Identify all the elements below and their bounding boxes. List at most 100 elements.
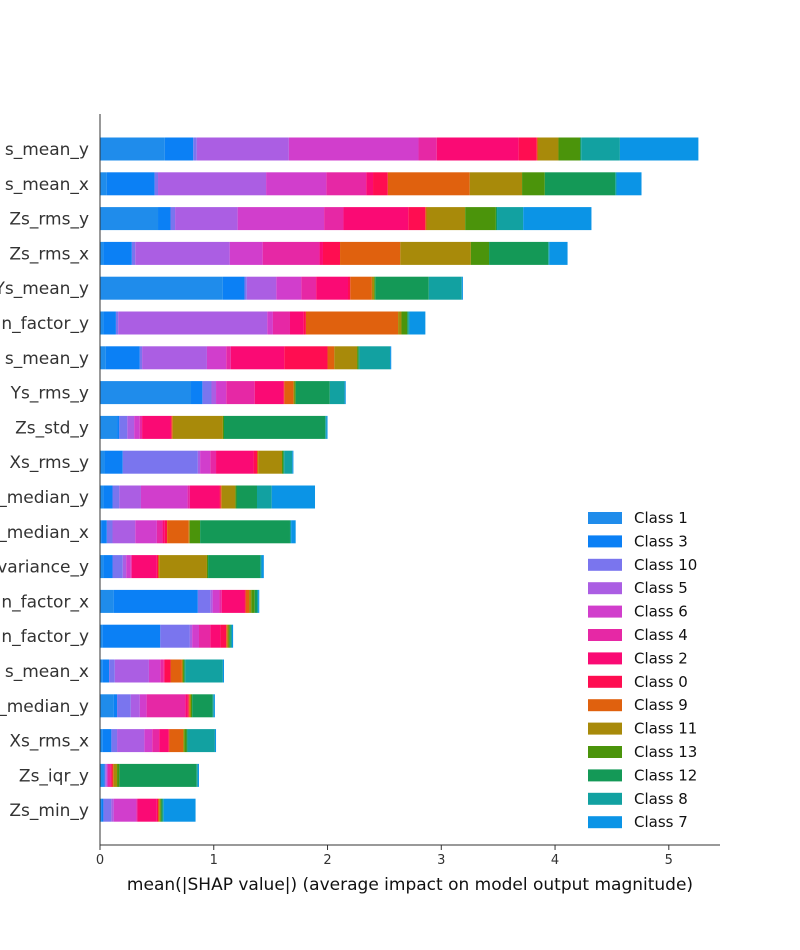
bar-segment-Zs_std_y-class-5 <box>127 415 135 439</box>
y-category-label: _median_y <box>0 697 89 717</box>
bar-segment-n_factor_y-class-0 <box>303 311 306 335</box>
bar-segment-n_factor_x-class-13 <box>251 589 255 613</box>
bar-segment-n_factor_x-class-7 <box>258 589 260 613</box>
bar-segment-Zs_min_y-class-12 <box>161 798 163 822</box>
bar-segment-Zs_std_y-class-2 <box>142 415 171 439</box>
y-category-label: n_factor_y <box>1 314 89 334</box>
y-category-label: Zs_rms_x <box>9 244 89 264</box>
bar-segment-Xs_mean_y-class-11 <box>334 346 358 370</box>
bar-segment-Zs_iqr_y-class-2 <box>110 763 112 787</box>
bar-segment-Zs_median_x-class-9 <box>167 520 189 544</box>
bar-segment-Ys_rms_y-class-8 <box>329 381 345 405</box>
bar-segment-Zs_rms_y-class-5 <box>175 207 238 231</box>
bar-segment-Ys_mean_y-class-12 <box>375 276 429 300</box>
bar-segment-Zs_median_x-class-5 <box>112 520 136 544</box>
bar-segment-Xs_median_y-class-4 <box>146 694 186 718</box>
bar-segment-n_factor_x-class-2 <box>221 589 245 613</box>
bar-segment-Xs_median_y-class-6 <box>139 694 147 718</box>
bar-segment-n_factor_y-class-11 <box>398 311 402 335</box>
legend-label-class-13: Class 13 <box>634 743 697 761</box>
bar-segment-Xs_mean_x-class-0 <box>164 659 171 683</box>
bar-segment-Ys_mean_y-class-5 <box>246 276 277 300</box>
bar-segment-Ys_mean_y-class-0 <box>348 276 351 300</box>
bar-segment-Zs_mean_x-class-6 <box>266 172 327 196</box>
bar-segment-Ys_rms_y-class-13 <box>294 381 296 405</box>
bar-segment-Xs_median_y-class-5 <box>130 694 140 718</box>
x-tick-label-1: 1 <box>210 853 218 868</box>
legend-swatch-class-5 <box>588 582 622 595</box>
legend-swatch-class-8 <box>588 792 622 805</box>
bar-segment-n_factor_y-class-6 <box>192 624 199 648</box>
bar-segment-Zs_median_y-class-0 <box>219 485 221 509</box>
bar-segment-Zs_std_y-class-11 <box>172 415 223 439</box>
bar-segment-Zs_std_y-class-0 <box>170 415 172 439</box>
bar-segment-Xs_mean_y-class-9 <box>327 346 335 370</box>
bar-segment-Xs_rms_y-class-4 <box>210 450 217 474</box>
bar-segment-Ys_rms_y-class-3 <box>191 381 203 405</box>
x-tick-label-5: 5 <box>665 853 673 868</box>
bar-segment-Ys_rms_y-class-4 <box>226 381 255 405</box>
bar-segment-Zs_mean_x-class-4 <box>326 172 367 196</box>
bar-segment-Zs_mean_y-class-12 <box>580 137 582 161</box>
bar-segment-Zs_mean_x-class-9 <box>387 172 470 196</box>
bar-segment-Zs_mean_y-class-1 <box>100 137 165 161</box>
y-category-label: _median_y <box>0 488 89 508</box>
bar-segment-Xs_rms_x-class-10 <box>111 729 118 753</box>
bar-segment-Zs_variance_y-class-8 <box>260 555 262 579</box>
bar-segment-Zs_median_y-class-6 <box>140 485 188 509</box>
bar-segment-Zs_mean_x-class-2 <box>366 172 374 196</box>
bar-segment-Zs_mean_x-class-0 <box>373 172 388 196</box>
bar-segment-Zs_min_y-class-0 <box>156 798 159 822</box>
legend-swatch-class-7 <box>588 816 622 829</box>
bar-segment-Xs_mean_y-class-5 <box>142 346 207 370</box>
bar-segment-Zs_min_y-class-8 <box>162 798 164 822</box>
y-category-label: Xs_rms_x <box>9 732 89 752</box>
bar-segment-Zs_iqr_y-class-3 <box>103 763 105 787</box>
bar-segment-Zs_iqr_y-class-5 <box>105 763 107 787</box>
y-category-label: Xs_rms_y <box>9 453 89 473</box>
bar-segment-Xs_mean_y-class-7 <box>390 346 392 370</box>
bar-segment-Xs_median_y-class-2 <box>185 694 188 718</box>
legend-swatch-class-3 <box>588 535 622 548</box>
bar-segment-Zs_mean_y-class-13 <box>558 137 581 161</box>
bar-segment-Zs_mean_x-class-12 <box>544 172 616 196</box>
bar-segment-Zs_rms_y-class-0 <box>408 207 426 231</box>
bar-segment-n_factor_y-class-13 <box>228 624 230 648</box>
bar-segment-n_factor_x-class-9 <box>245 589 250 613</box>
bar-segment-n_factor_x-class-8 <box>256 589 259 613</box>
bar-segment-Xs_rms_x-class-13 <box>184 729 187 753</box>
legend-swatch-class-6 <box>588 605 622 618</box>
bar-segment-n_factor_y-class-8 <box>408 311 410 335</box>
bar-segment-Zs_rms_x-class-10 <box>131 241 136 265</box>
bar-segment-Zs_median_x-class-11 <box>188 520 190 544</box>
bar-segment-Zs_median_x-class-13 <box>189 520 201 544</box>
bar-segment-n_factor_y-class-9 <box>226 624 228 648</box>
bar-segment-Zs_variance_y-class-6 <box>126 555 131 579</box>
bar-segment-Zs_min_y-class-2 <box>137 798 157 822</box>
bar-segment-n_factor_x-class-6 <box>212 589 220 613</box>
bar-segment-Xs_rms_x-class-6 <box>144 729 153 753</box>
bar-segment-Xs_mean_y-class-6 <box>206 346 227 370</box>
y-category-label: variance_y <box>0 558 89 578</box>
bar-segment-Zs_min_y-class-11 <box>159 798 161 822</box>
bar-segment-Zs_median_y-class-7 <box>271 485 316 509</box>
bar-segment-Zs_min_y-class-6 <box>113 798 137 822</box>
bar-segment-Zs_iqr_y-class-10 <box>104 763 106 787</box>
bar-segment-Xs_rms_y-class-2 <box>216 450 254 474</box>
bar-segment-Zs_rms_y-class-6 <box>237 207 325 231</box>
y-category-label: Ys_mean_y <box>0 279 89 299</box>
bar-segment-Zs_mean_x-class-3 <box>106 172 155 196</box>
bar-segment-Xs_rms_x-class-9 <box>169 729 184 753</box>
bar-segment-Xs_mean_y-class-13 <box>357 346 359 370</box>
legend-swatch-class-2 <box>588 652 622 665</box>
bar-segment-Zs_mean_x-class-1 <box>100 172 107 196</box>
bar-segment-Zs_median_y-class-13 <box>235 485 237 509</box>
bar-segment-Xs_mean_y-class-3 <box>105 346 140 370</box>
bar-segment-Zs_median_x-class-7 <box>291 520 296 544</box>
bar-segment-Xs_median_y-class-8 <box>212 694 214 718</box>
bar-segment-Zs_mean_y-class-4 <box>418 137 437 161</box>
bar-segment-n_factor_y-class-10 <box>160 624 190 648</box>
legend-label-class-1: Class 1 <box>634 509 688 527</box>
bar-segment-Xs_mean_x-class-6 <box>148 659 161 683</box>
bar-segment-n_factor_y-class-6 <box>267 311 273 335</box>
